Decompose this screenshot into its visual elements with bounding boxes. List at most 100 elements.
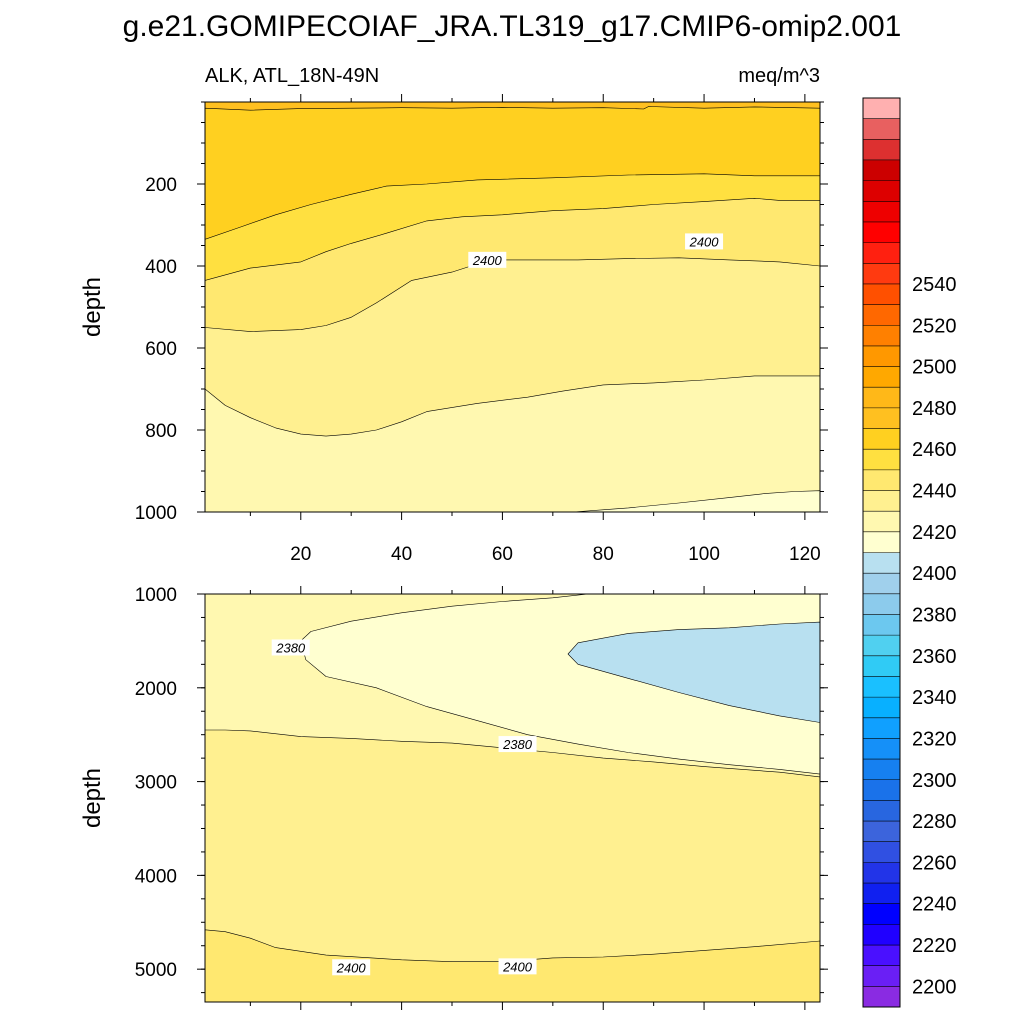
colorbar-swatch (863, 573, 900, 595)
colorbar-swatch (863, 883, 900, 905)
colorbar-swatch (863, 924, 900, 946)
y-tick-label: 1000 (135, 585, 177, 606)
colorbar-tick-label: 2280 (912, 811, 957, 833)
contour-label: 2400 (332, 959, 371, 976)
colorbar-swatch (863, 469, 900, 491)
colorbar-tick-label: 2540 (912, 274, 957, 296)
colorbar-swatch (863, 490, 900, 512)
x-tick-label: 80 (593, 544, 614, 565)
colorbar-tick-label: 2200 (912, 976, 957, 998)
contour-label-text: 2400 (689, 234, 720, 249)
colorbar-swatch (863, 98, 900, 119)
colorbar-swatch (863, 531, 900, 553)
lower-y-axis-label: depth (79, 768, 106, 828)
y-tick-label: 2000 (135, 679, 177, 700)
lower-plot-frame (204, 593, 821, 1003)
contour-region-2365 (567, 621, 820, 723)
y-tick-label: 800 (145, 421, 177, 442)
y-tick-label: 3000 (135, 773, 177, 794)
colorbar-swatch (863, 986, 900, 1008)
colorbar-swatch (863, 862, 900, 884)
colorbar-swatch (863, 387, 900, 409)
colorbar-swatch (863, 304, 900, 326)
colorbar-swatch (863, 738, 900, 760)
contour-label: 2400 (468, 251, 507, 268)
colorbar-tick-label: 2400 (912, 563, 957, 585)
colorbar-swatch (863, 180, 900, 202)
contour-region-2375 (572, 490, 820, 512)
colorbar-swatch (863, 759, 900, 781)
x-tick-label: 60 (492, 544, 513, 565)
colorbar-swatch (863, 697, 900, 719)
colorbar-swatch (863, 242, 900, 264)
contour-label-text: 2380 (502, 737, 533, 752)
colorbar-swatch (863, 159, 900, 181)
y-tick-label: 600 (145, 339, 177, 360)
colorbar-swatch (863, 800, 900, 822)
colorbar-swatch (863, 903, 900, 925)
colorbar-swatch (863, 263, 900, 285)
colorbar-tick-label: 2420 (912, 522, 957, 544)
contour-label: 2400 (685, 233, 724, 250)
colorbar-tick-label: 2300 (912, 770, 957, 792)
contour-label-text: 2400 (472, 253, 503, 268)
colorbar-swatch (863, 676, 900, 698)
colorbar-swatch (863, 407, 900, 429)
colorbar: 2200 2220 2240 2260 2280 2300 2320 2340 2360 2380… (862, 97, 957, 1008)
x-tick-label: 100 (688, 544, 720, 565)
contour-label-box (685, 233, 724, 250)
colorbar-swatch (863, 779, 900, 801)
y-tick-label: 5000 (135, 960, 177, 981)
upper-panel: 20 40 60 80 100 120 200 400 600 800 1000 depth 2400 2… (79, 94, 828, 565)
contour-label: 2400 (498, 958, 537, 975)
colorbar-swatch (863, 118, 900, 140)
colorbar-tick-label: 2220 (912, 935, 957, 957)
colorbar-tick-label: 2380 (912, 604, 957, 626)
contour-label: 2380 (498, 736, 537, 753)
contour-label-text: 2400 (336, 960, 367, 975)
colorbar-tick-label: 2460 (912, 439, 957, 461)
colorbar-swatch (863, 635, 900, 657)
colorbar-tick-label: 2500 (912, 357, 957, 379)
colorbar-tick-label: 2440 (912, 481, 957, 503)
colorbar-tick-label: 2260 (912, 852, 957, 874)
colorbar-swatch (863, 201, 900, 223)
y-tick-label: 200 (145, 175, 177, 196)
contour-label-box (498, 736, 537, 753)
contour-label-box (271, 639, 310, 656)
colorbar-swatch (863, 965, 900, 987)
y-tick-label: 1000 (135, 503, 177, 524)
colorbar-swatch (863, 449, 900, 471)
contour-label-text: 2400 (502, 959, 533, 974)
colorbar-swatch (863, 614, 900, 636)
units-label: meq/m^3 (738, 65, 820, 87)
colorbar-swatch (863, 283, 900, 305)
colorbar-swatch (863, 593, 900, 615)
contour-label: 2380 (271, 639, 310, 656)
contour-label-box (498, 958, 537, 975)
colorbar-frame (862, 97, 901, 1008)
y-tick-label: 400 (145, 257, 177, 278)
colorbar-swatch (863, 552, 900, 574)
variable-label: ALK, ATL_18N-49N (205, 65, 379, 87)
figure-title: g.e21.GOMIPECOIAF_JRA.TL319_g17.CMIP6-om… (123, 10, 902, 43)
x-tick-label: 20 (290, 544, 311, 565)
colorbar-swatch (863, 221, 900, 243)
y-tick-label: 4000 (135, 866, 177, 887)
colorbar-swatch (863, 511, 900, 533)
contour-label-box (332, 959, 371, 976)
x-tick-label: 40 (391, 544, 412, 565)
colorbar-swatch (863, 345, 900, 367)
colorbar-swatch (863, 366, 900, 388)
colorbar-tick-label: 2520 (912, 315, 957, 337)
colorbar-tick-label: 2240 (912, 894, 957, 916)
colorbar-swatch (863, 717, 900, 739)
colorbar-swatch (863, 325, 900, 347)
colorbar-swatch (863, 821, 900, 843)
colorbar-swatch (863, 428, 900, 450)
x-tick-label: 120 (789, 544, 821, 565)
lower-panel: 1000 2000 3000 4000 5000 depth 2380 2380 2400 240… (79, 585, 828, 1010)
colorbar-swatch (863, 655, 900, 677)
colorbar-tick-label: 2320 (912, 728, 957, 750)
